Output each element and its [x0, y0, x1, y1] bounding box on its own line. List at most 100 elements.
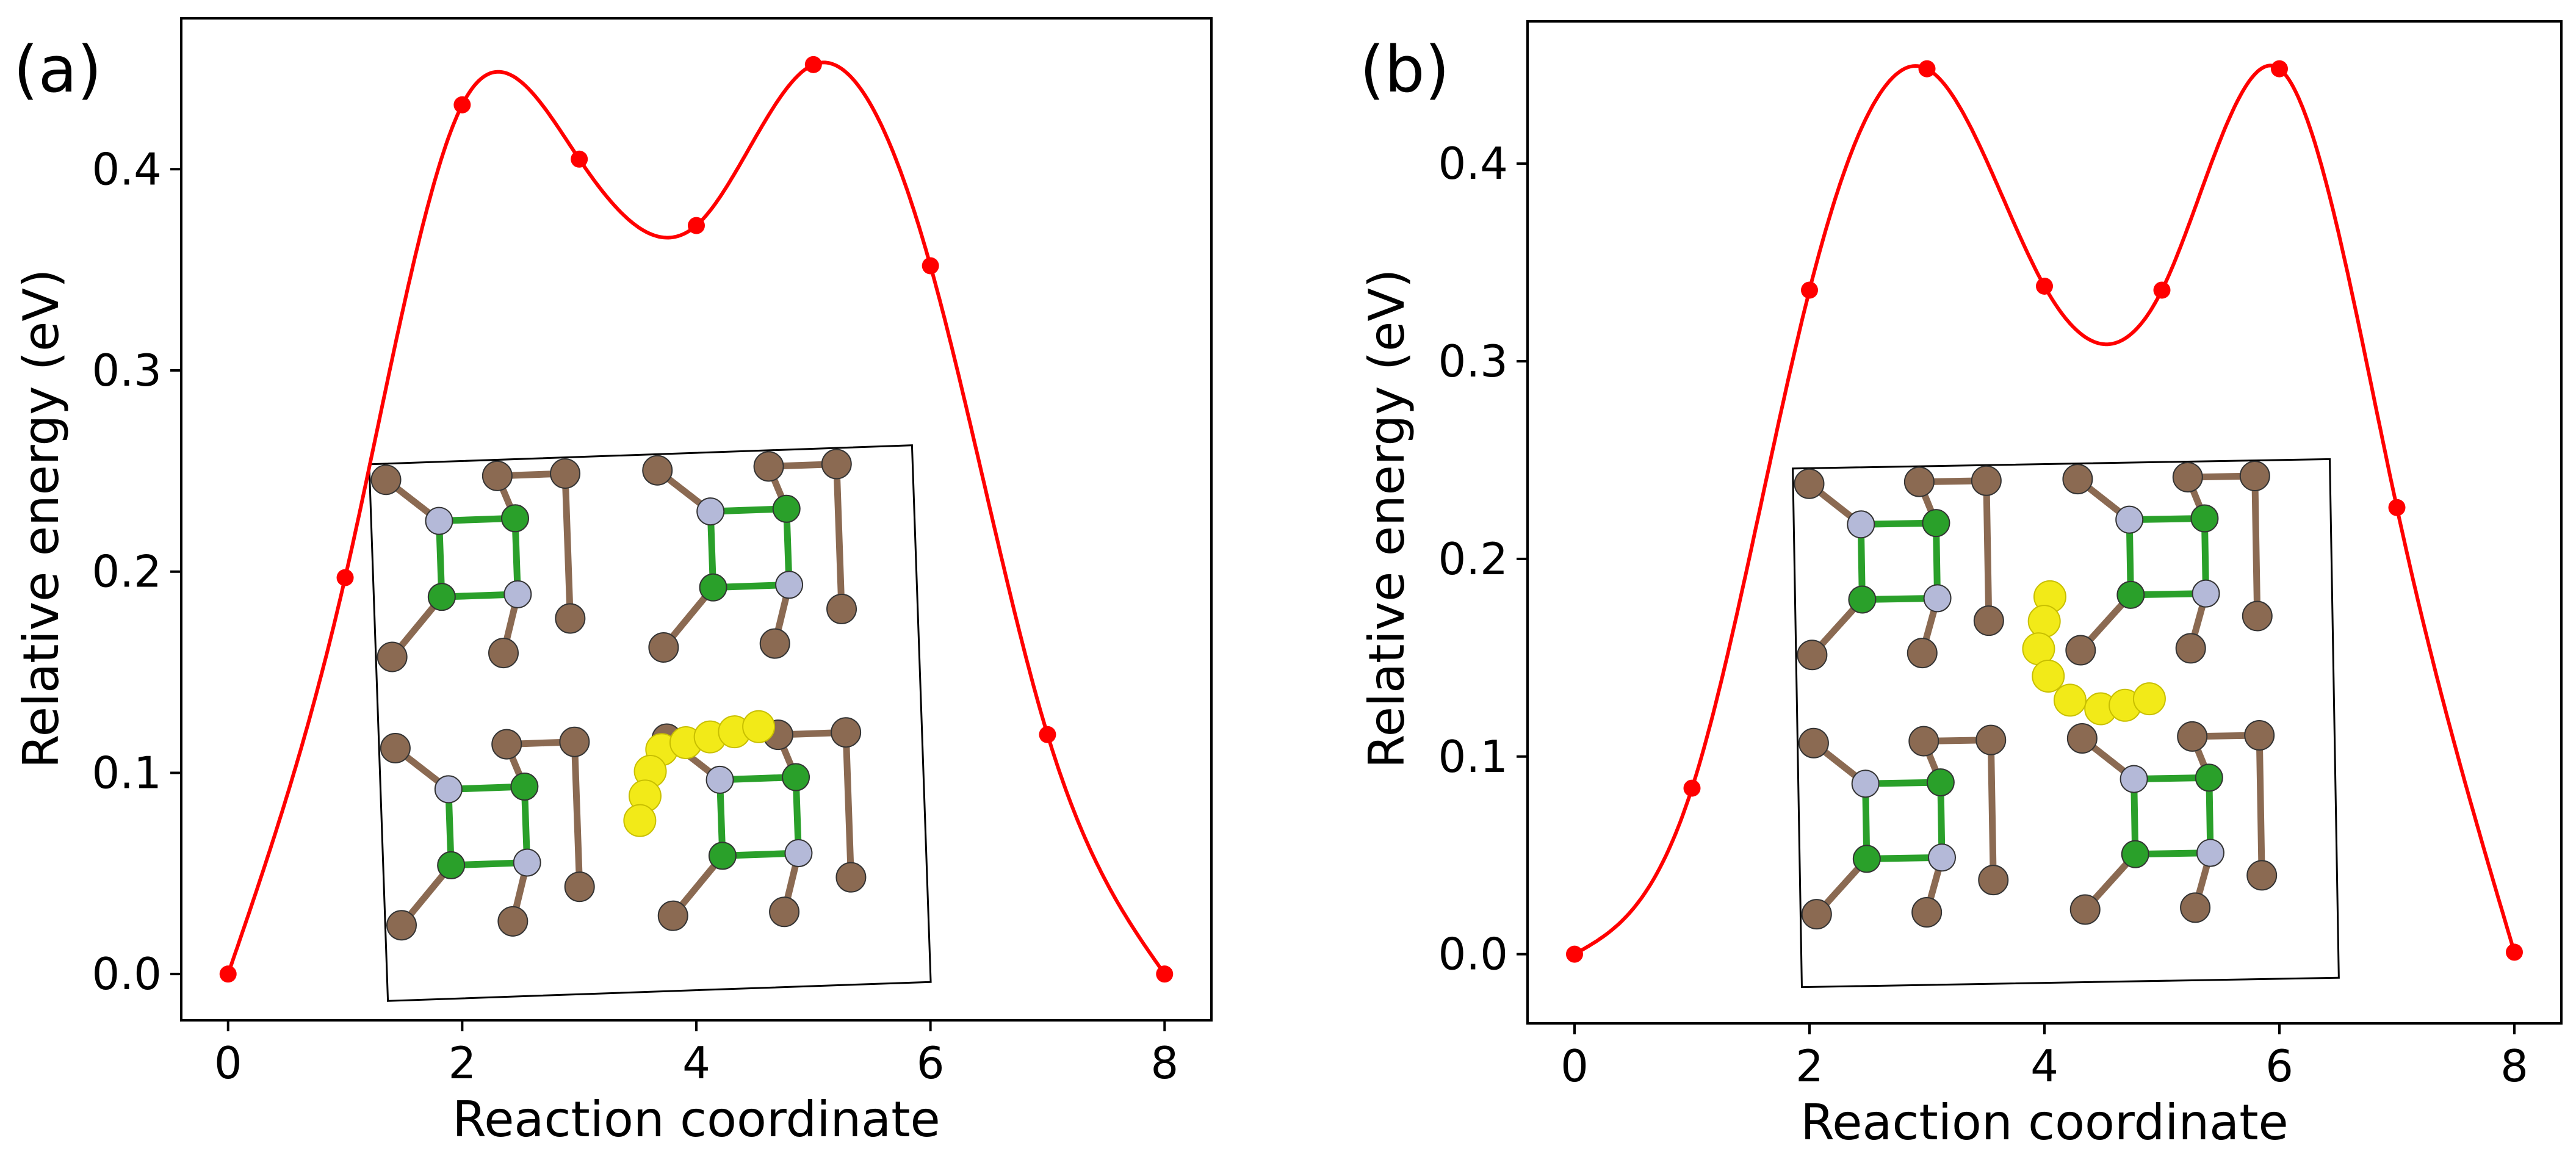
carbon-atom	[826, 593, 857, 624]
carbon-atom	[821, 449, 852, 480]
nitrogen-atom	[1923, 584, 1952, 613]
x-tick-label: 8	[1150, 1037, 1178, 1089]
panel-a: (a) 0 2 4 6 8 0.0 0.1 0.2 0.3 0.4 Reaction coordina…	[13, 17, 1213, 1148]
boron-atom	[1852, 845, 1881, 873]
data-point	[1918, 60, 1936, 77]
data-point	[804, 56, 822, 73]
carbon-atom	[2180, 892, 2211, 923]
carbon-atom	[488, 638, 519, 669]
plot-frame	[1526, 20, 2563, 1025]
carbon-atom	[769, 896, 800, 928]
lithium-atom	[623, 804, 657, 837]
y-tick-label: 0.2	[92, 546, 162, 597]
carbon-atom	[657, 900, 688, 931]
y-tick-label: 0.4	[1438, 138, 1508, 189]
boron-atom	[782, 763, 810, 791]
data-point	[1683, 779, 1701, 797]
energy-curve	[226, 60, 1166, 975]
x-tick-label: 2	[1795, 1040, 1824, 1092]
x-tick-label: 0	[214, 1037, 242, 1089]
boron-atom	[437, 851, 466, 879]
y-tick-label: 0.0	[1438, 929, 1508, 980]
y-tick-label: 0.2	[1438, 533, 1508, 585]
carbon-atom	[1973, 605, 2004, 636]
nitrogen-atom	[425, 506, 453, 535]
atomic-bond	[1987, 737, 1997, 884]
carbon-atom	[1903, 466, 1935, 497]
carbon-atom	[835, 862, 867, 893]
carbon-atom	[1908, 726, 1939, 757]
boron-atom	[510, 773, 539, 801]
x-tick-label: 2	[448, 1037, 476, 1089]
carbon-atom	[386, 910, 417, 941]
data-point	[2153, 281, 2171, 299]
nitrogen-atom	[2196, 838, 2224, 867]
panel-label: (a)	[13, 32, 102, 107]
carbon-atom	[2246, 860, 2278, 891]
y-tick-label: 0.1	[92, 747, 162, 798]
carbon-atom	[482, 460, 513, 491]
carbon-atom	[559, 726, 590, 757]
atomic-structure-inset	[368, 444, 932, 1002]
data-point	[1039, 726, 1056, 743]
lithium-atom	[2032, 659, 2065, 693]
nitrogen-atom	[705, 765, 734, 794]
data-point	[1801, 281, 1818, 299]
boron-atom	[2195, 763, 2223, 792]
atomic-bond	[1983, 477, 1993, 624]
data-point	[1156, 965, 1174, 983]
nitrogen-atom	[2115, 505, 2144, 534]
carbon-atom	[648, 632, 679, 663]
atomic-bond	[561, 470, 574, 622]
boron-atom	[699, 573, 727, 602]
y-tick-label: 0.3	[92, 345, 162, 396]
boron-atom	[2121, 840, 2149, 868]
x-tick-label: 6	[917, 1037, 945, 1089]
boron-atom	[1926, 768, 1955, 797]
boron-atom	[2116, 580, 2145, 609]
boron-atom	[772, 494, 801, 523]
unit-cell-frame	[368, 444, 932, 1002]
data-point	[453, 96, 471, 114]
atomic-bond	[571, 738, 583, 890]
carbon-atom	[555, 603, 586, 634]
nitrogen-atom	[1928, 843, 1957, 872]
carbon-atom	[1794, 468, 1825, 499]
boron-atom	[1922, 509, 1950, 538]
atomic-bond	[842, 729, 854, 881]
lithium-atom	[742, 710, 776, 743]
carbon-atom	[491, 729, 522, 760]
data-point	[1566, 945, 1583, 963]
carbon-atom	[1975, 724, 2007, 755]
x-tick-label: 6	[2265, 1040, 2293, 1092]
energy-curve	[1573, 63, 2516, 956]
carbon-atom	[1907, 638, 1938, 669]
y-tick-label: 0.0	[92, 948, 162, 1000]
nitrogen-atom	[503, 580, 532, 608]
nitrogen-atom	[775, 571, 804, 599]
data-point	[571, 150, 588, 168]
nitrogen-atom	[696, 497, 725, 526]
panel-b: (b) 0 2 4 6 8 0.0 0.1 0.2 0.3 0.4 Reaction coordina…	[1358, 20, 2563, 1151]
lithium-atom	[2053, 683, 2087, 717]
boron-atom	[708, 842, 737, 870]
boron-atom	[500, 504, 529, 533]
panel-label: (b)	[1360, 32, 1449, 107]
x-axis-label: Reaction coordinate	[1800, 1094, 2289, 1151]
data-point	[336, 569, 354, 586]
nitrogen-atom	[2120, 765, 2148, 793]
x-tick-label: 4	[2030, 1040, 2058, 1092]
y-tick-label: 0.3	[1438, 336, 1508, 387]
atomic-structure-inset	[1792, 458, 2340, 989]
carbon-atom	[2177, 721, 2208, 752]
boron-atom	[427, 583, 456, 611]
data-point	[219, 965, 237, 983]
y-axis-label: Relative energy (eV)	[13, 269, 70, 769]
carbon-atom	[642, 455, 673, 486]
carbon-atom	[550, 458, 581, 489]
carbon-atom	[1971, 465, 2002, 496]
carbon-atom	[831, 717, 862, 748]
x-tick-label: 4	[682, 1037, 710, 1089]
carbon-atom	[1801, 899, 1832, 930]
